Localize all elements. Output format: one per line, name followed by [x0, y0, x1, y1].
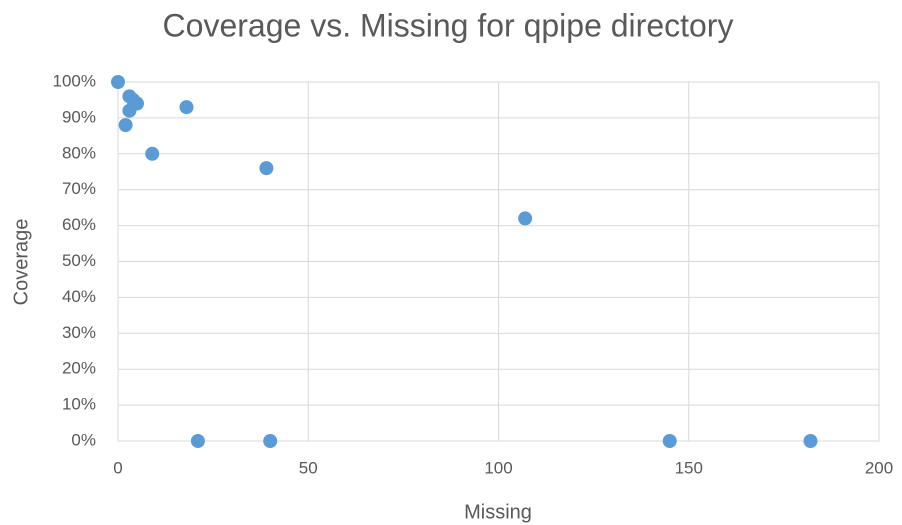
- point: [122, 103, 137, 118]
- point: [118, 118, 133, 133]
- y-tick-label: 100%: [53, 71, 96, 90]
- point: [190, 434, 205, 448]
- point: [179, 100, 194, 115]
- x-axis-title: Missing: [464, 501, 532, 523]
- y-tick-label: 10%: [62, 395, 96, 414]
- point: [518, 211, 533, 226]
- x-tick-label: 150: [675, 458, 703, 477]
- point: [662, 434, 677, 448]
- y-tick-label: 70%: [62, 179, 96, 198]
- point: [111, 75, 125, 89]
- x-tick-label: 0: [113, 458, 122, 477]
- x-tick-label: 50: [299, 458, 318, 477]
- y-tick-label: 60%: [62, 215, 96, 234]
- x-tick-label: 100: [484, 458, 512, 477]
- y-tick-label: 90%: [62, 107, 96, 126]
- y-axis-title: Coverage: [10, 219, 32, 306]
- point: [803, 434, 818, 448]
- y-tick-label: 40%: [62, 287, 96, 306]
- y-tick-label: 50%: [62, 251, 96, 270]
- y-tick-label: 0%: [71, 430, 96, 449]
- y-tick-label: 30%: [62, 323, 96, 342]
- point: [259, 161, 274, 176]
- point: [145, 146, 160, 161]
- point: [263, 434, 278, 448]
- y-tick-label: 20%: [62, 359, 96, 378]
- x-tick-label: 200: [865, 458, 893, 477]
- y-tick-label: 80%: [62, 143, 96, 162]
- chart-title: Coverage vs. Missing for qpipe directory: [163, 7, 734, 43]
